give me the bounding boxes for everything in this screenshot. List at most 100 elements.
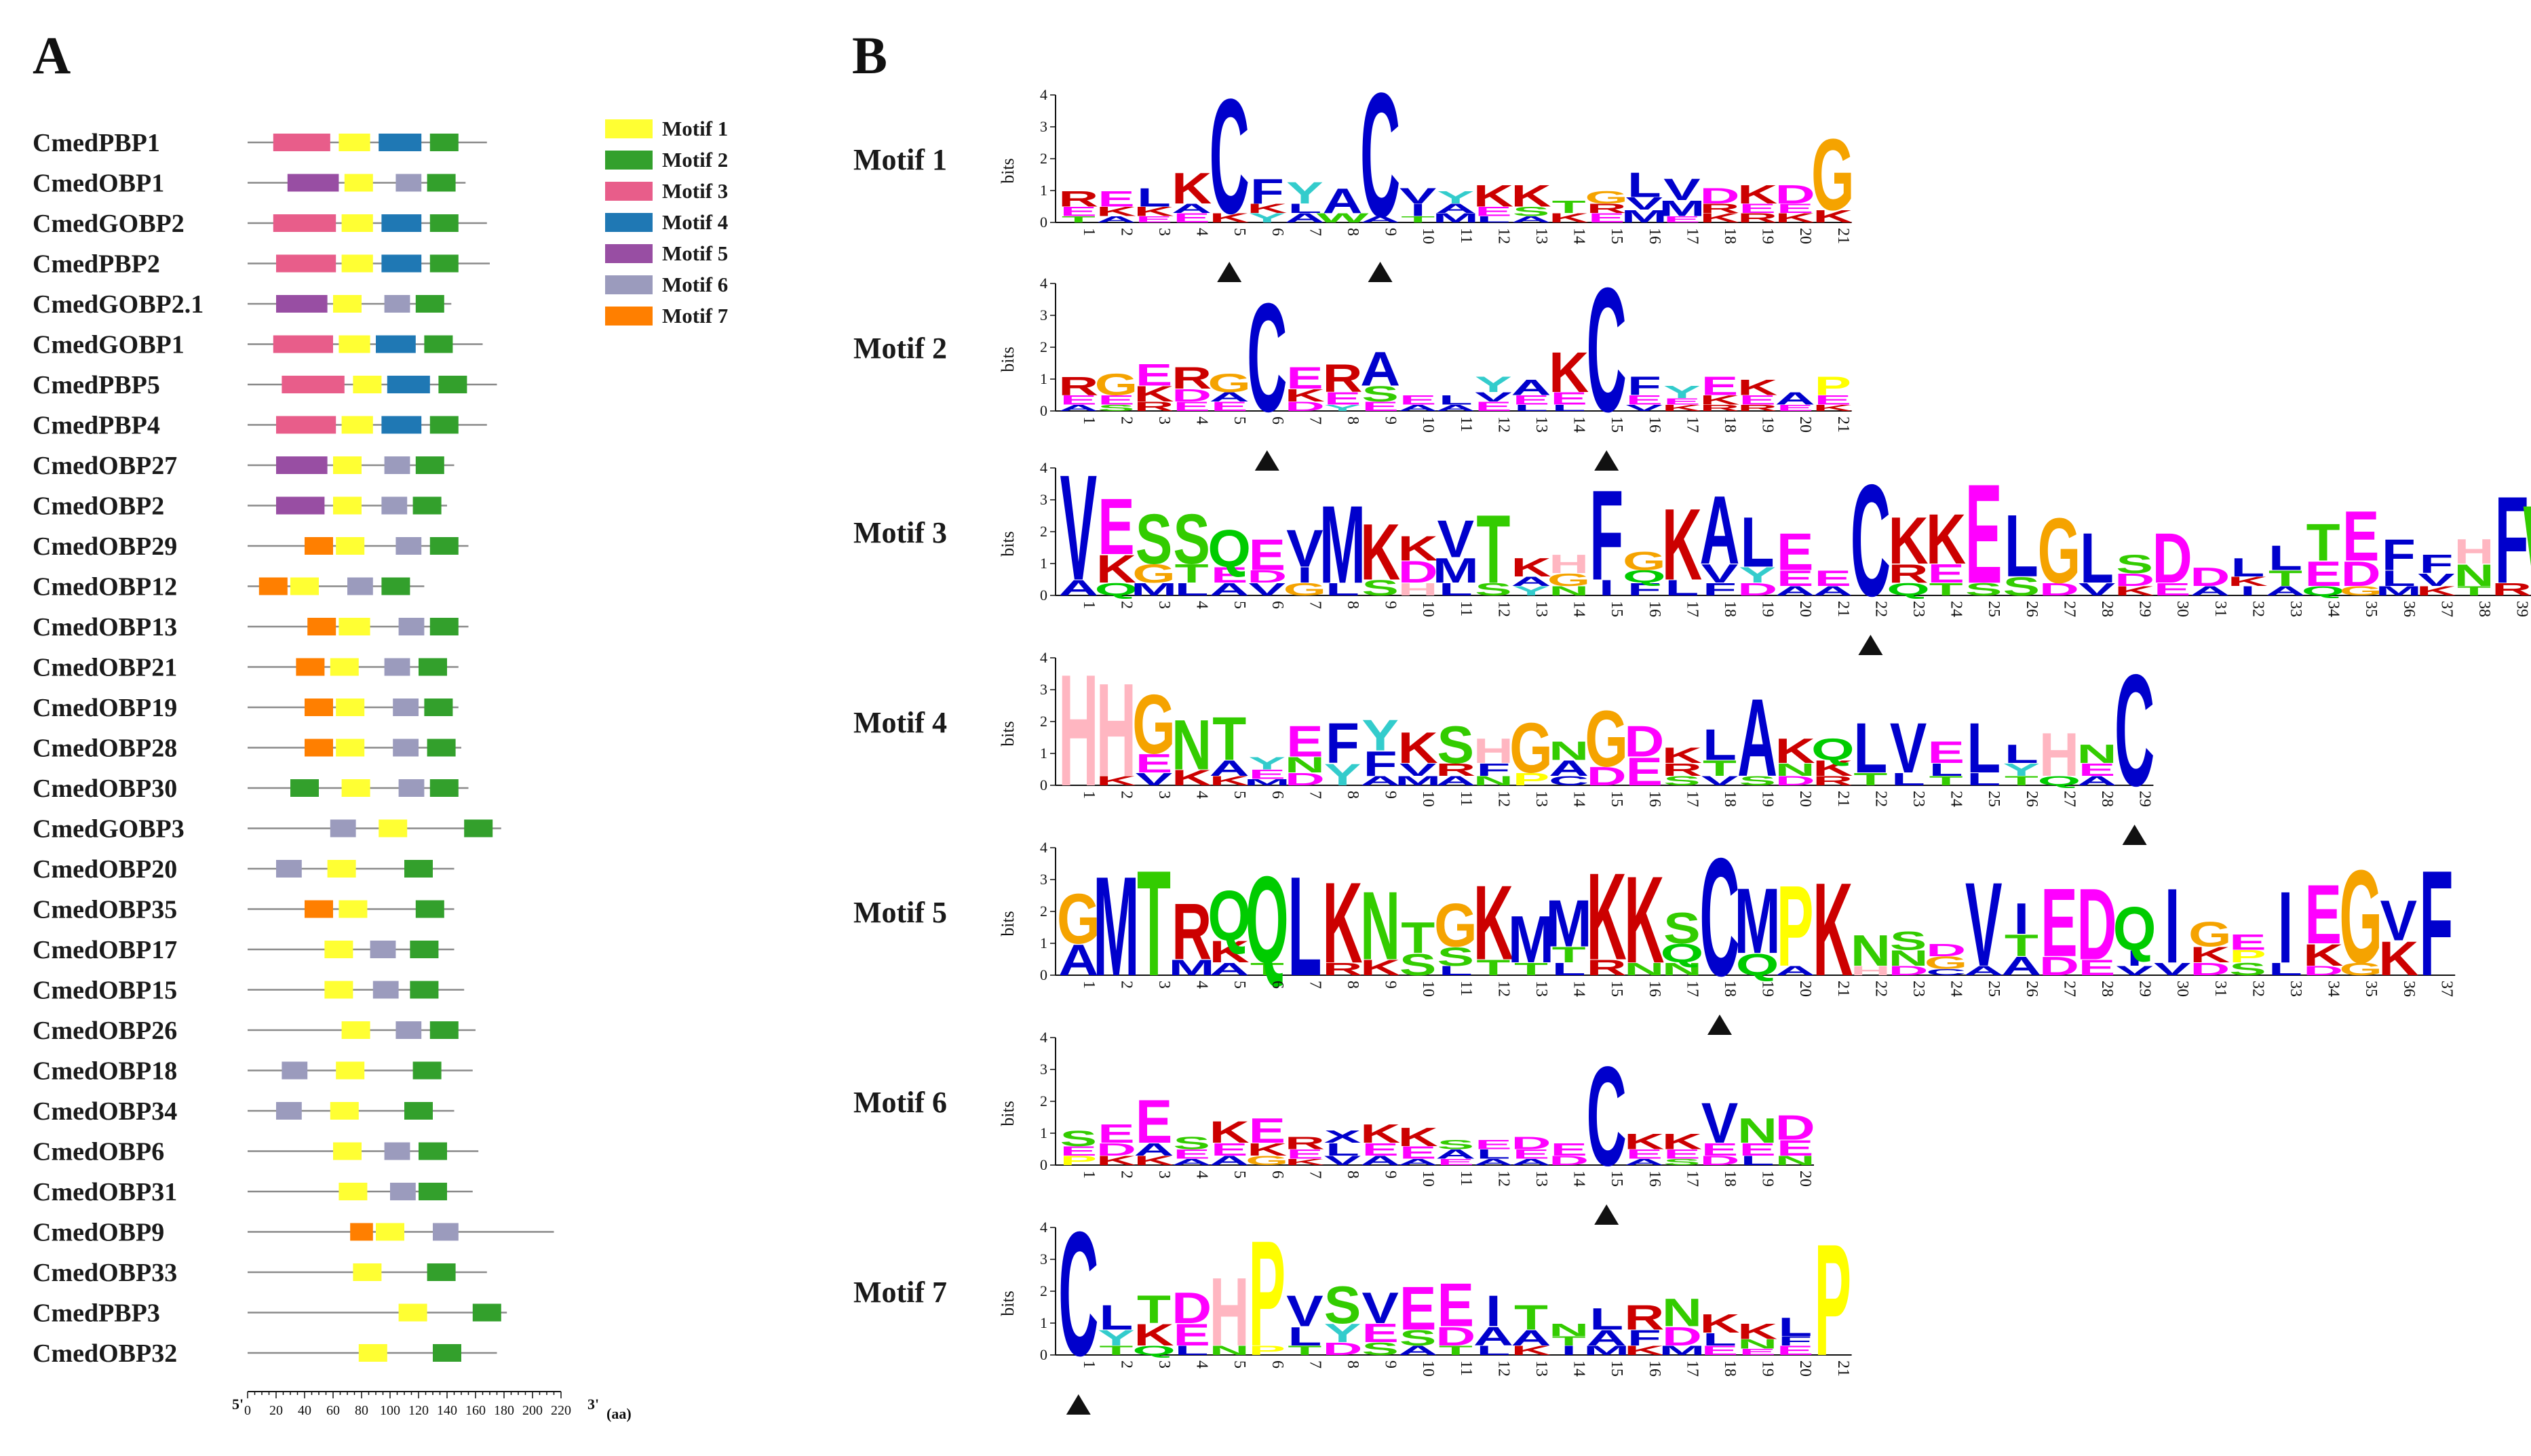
logo-letter: E [1098, 1119, 1135, 1149]
logo-letter: L [1967, 709, 2001, 788]
logo-letter: K [1662, 403, 1702, 412]
motif-6-box [395, 1021, 422, 1039]
logo-letter: T [2306, 513, 2340, 572]
logo-letter: Q [1245, 851, 1289, 989]
protein-name: CmedOBP21 [33, 654, 177, 682]
position-number: 14 [1570, 416, 1588, 433]
logo-letter: K [1360, 508, 1400, 597]
logo-letter: Y [1513, 583, 1550, 598]
logo-letter: Y [1437, 187, 1475, 207]
logo-letter: V [1399, 184, 1437, 208]
position-number: 7 [1306, 601, 1324, 609]
position-number: 38 [2475, 601, 2493, 617]
logo-letter: A [1210, 1153, 1250, 1168]
logo-letter: Y [1663, 382, 1701, 402]
protein-row: CmedOBP35 [33, 896, 455, 924]
logo-letter: E [1739, 1139, 1776, 1159]
logo-letter: W [2524, 484, 2531, 607]
motif-2-box [415, 900, 444, 918]
motif-2-box [433, 1344, 461, 1362]
motif-2-box [429, 254, 459, 273]
motif-title: Motif 3 [853, 516, 947, 549]
logo-letter: D [1888, 963, 1928, 978]
logo-letter: D [1247, 567, 1287, 587]
logo-letter: E [1739, 1347, 1776, 1356]
position-number: 18 [1721, 791, 1739, 807]
motif-1-box [330, 1102, 359, 1120]
logo-letter: Y [1249, 210, 1286, 225]
position-number: 12 [1494, 1360, 1512, 1377]
motif-2-box [424, 335, 453, 353]
logo-letter: G [1207, 368, 1251, 397]
logo-letter: Q [1095, 579, 1138, 599]
logo-letter: L [1853, 709, 1887, 788]
logo-letter: C [1360, 57, 1400, 255]
logo-letter: N [1888, 946, 1928, 970]
logo-letter: T [1250, 959, 1284, 979]
logo-letter: K [1134, 1153, 1174, 1168]
logo-letter: Y [1739, 563, 1776, 587]
position-number: 7 [1306, 1360, 1324, 1369]
logo-letter: M [1093, 846, 1139, 1005]
position-number: 24 [1948, 601, 1965, 617]
motif-1-box [341, 779, 370, 797]
logo-letter: Q [1736, 947, 1779, 982]
logo-letter: K [1473, 179, 1513, 214]
logo-letter: R [1134, 399, 1174, 414]
position-number: 19 [1759, 1360, 1777, 1377]
motif-1-box [333, 496, 362, 515]
logo-letter: L [2382, 566, 2416, 591]
position-number: 31 [2211, 601, 2229, 617]
logo-letter: L [2080, 519, 2114, 598]
logo-letter: G [1434, 891, 1477, 960]
position-number: 8 [1344, 601, 1361, 609]
logo-letter: H [1096, 655, 1136, 804]
motif-3-box [276, 416, 336, 434]
motif-1-box [324, 941, 353, 958]
logo-letter: P [1815, 371, 1852, 401]
logo-letter: K [1511, 179, 1551, 214]
position-number: 3 [1155, 228, 1173, 236]
logo-letter: K [1210, 1115, 1250, 1149]
position-number: 10 [1419, 416, 1437, 433]
logo-letter: S [1437, 941, 1475, 971]
logo-letter: D [1775, 179, 1815, 209]
logo-letter: E [1777, 522, 1814, 581]
legend-label: Motif 4 [662, 210, 728, 234]
logo-letter: E [1777, 566, 1814, 591]
logo-letter: L [1741, 503, 1775, 582]
bits-axis-label: bits [998, 911, 1018, 937]
motif-2-box [410, 941, 439, 958]
logo-letter: K [1699, 1309, 1739, 1339]
logo-letter: V [2154, 959, 2191, 979]
logo-letter: D [1587, 762, 1627, 791]
logo-letter: E [1173, 210, 1210, 225]
y-tick-label: 3 [1040, 871, 1047, 888]
position-number: 1 [1080, 1360, 1098, 1369]
logo-letter: A [1360, 342, 1400, 396]
position-number: 28 [2098, 791, 2116, 807]
protein-row: CmedGOBP1 [33, 331, 483, 359]
legend-label: Motif 6 [662, 273, 728, 296]
logo-letter: C [1210, 66, 1250, 248]
position-number: 25 [1985, 791, 2003, 807]
legend-label: Motif 5 [662, 241, 728, 265]
position-number: 4 [1193, 1360, 1211, 1369]
position-number: 3 [1155, 416, 1173, 425]
position-number: 33 [2287, 601, 2304, 617]
motif-1-box [341, 416, 373, 434]
logo-letter: F [1326, 711, 1359, 776]
logo-letter: E [1098, 393, 1135, 408]
logo-letter: S [1437, 715, 1475, 774]
logo-letter: A [1964, 963, 2004, 978]
bits-axis-label: bits [998, 531, 1018, 557]
protein-name: CmedOBP35 [33, 896, 177, 924]
motif-2-box [412, 1061, 442, 1080]
logo-letter: K [1737, 179, 1777, 209]
logo-letter: K [2228, 574, 2268, 589]
logo-letter: K [1775, 210, 1815, 225]
logo-letter: M [1433, 210, 1479, 225]
position-number: 8 [1344, 1360, 1361, 1369]
